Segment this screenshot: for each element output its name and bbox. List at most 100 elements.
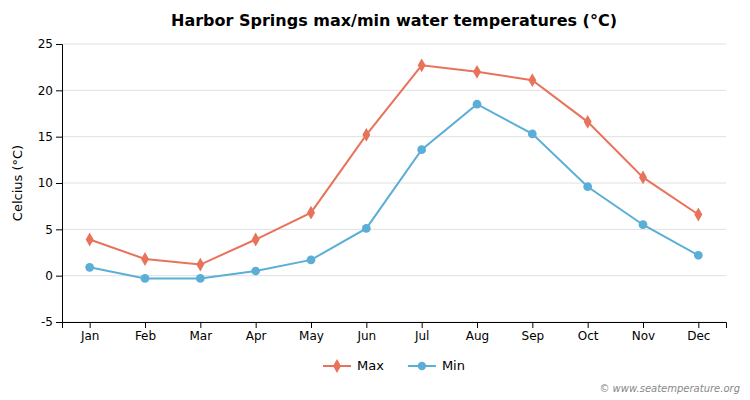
- x-tick: Jan: [80, 322, 100, 343]
- x-tick-mark: [477, 322, 478, 328]
- marker: [583, 182, 592, 191]
- x-tick-mark: [588, 322, 589, 328]
- y-tick-label: 10: [38, 176, 53, 190]
- marker: [639, 220, 648, 229]
- x-tick-label: Oct: [578, 329, 599, 343]
- y-tick-mark: [56, 229, 62, 230]
- legend: Max Min: [323, 358, 465, 373]
- y-tick-label: 20: [38, 84, 53, 98]
- x-tick-mark: [311, 322, 312, 328]
- y-axis-title: Celcius (°C): [10, 145, 25, 221]
- x-tick-label: Jun: [356, 329, 376, 343]
- x-tick-label: Apr: [246, 329, 267, 343]
- x-axis: Jan Feb Mar Apr May Jun Jul Aug Sep Oct Nov Dec: [63, 322, 727, 343]
- x-tick-mark: [643, 322, 644, 328]
- y-tick-mark: [56, 322, 62, 323]
- y-tick-mark: [56, 137, 62, 138]
- marker: [362, 128, 370, 142]
- x-tick: Jun: [356, 322, 376, 343]
- y-tick: 25: [38, 37, 62, 51]
- y-axis: -5 0 5 10 15 20 25: [38, 37, 63, 329]
- y-tick-label: -5: [41, 315, 53, 329]
- legend-marker: [418, 362, 426, 370]
- x-tick-label: May: [299, 329, 324, 343]
- x-tick: May: [299, 322, 324, 343]
- x-tick-mark: [200, 322, 201, 328]
- x-tick: Apr: [246, 322, 267, 343]
- marker: [528, 130, 537, 139]
- marker: [694, 208, 702, 222]
- x-tick: Oct: [578, 322, 599, 343]
- y-tick: 5: [45, 223, 62, 237]
- y-tick-label: 0: [45, 269, 53, 283]
- y-tick-mark: [56, 276, 62, 277]
- y-tick-mark: [56, 183, 62, 184]
- grid: [62, 44, 726, 322]
- plot: Jan Feb Mar Apr May Jun Jul Aug Sep Oct Nov Dec -5 0 5…: [38, 37, 727, 342]
- x-tick-label: Nov: [632, 329, 655, 343]
- x-tick-label: Sep: [522, 329, 545, 343]
- x-tick-mark: [145, 322, 146, 328]
- x-tick-mark: [532, 322, 533, 328]
- x-tick-mark: [698, 322, 699, 328]
- grid-line: [62, 44, 726, 45]
- y-tick: 15: [38, 130, 62, 144]
- series-markers: [86, 58, 703, 271]
- x-tick: Jul: [414, 322, 429, 343]
- series-line: [90, 65, 699, 264]
- x-tick-mark: [90, 322, 91, 328]
- y-tick: 10: [38, 176, 62, 190]
- y-tick-mark: [56, 44, 62, 45]
- x-tick-mark: [256, 322, 257, 328]
- marker: [362, 224, 371, 233]
- marker: [528, 73, 536, 87]
- x-axis-line: [63, 323, 727, 329]
- marker: [85, 263, 94, 272]
- marker: [417, 145, 426, 154]
- marker: [86, 233, 94, 247]
- x-tick-mark: [422, 322, 423, 328]
- series-group: [85, 58, 702, 282]
- series-line: [90, 104, 699, 278]
- y-tick-label: 15: [38, 130, 53, 144]
- title: Harbor Springs max/min water temperature…: [171, 11, 617, 30]
- legend-label: Max: [357, 358, 384, 373]
- marker: [584, 115, 592, 129]
- grid-line: [62, 90, 726, 91]
- marker: [196, 258, 204, 272]
- x-tick: Aug: [466, 322, 489, 343]
- x-tick-mark: [366, 322, 367, 328]
- marker: [307, 256, 316, 265]
- y-tick: -5: [41, 315, 62, 329]
- grid-line: [62, 183, 726, 184]
- marker: [639, 171, 647, 185]
- legend-item: Max: [323, 358, 384, 373]
- legend-marker: [333, 359, 341, 373]
- y-tick-mark: [56, 90, 62, 91]
- legend-label: Min: [442, 358, 465, 373]
- marker: [418, 58, 426, 72]
- chart: Jan Feb Mar Apr May Jun Jul Aug Sep Oct Nov Dec -5 0 5…: [0, 0, 750, 400]
- x-tick-label: Dec: [687, 329, 710, 343]
- x-tick-label: Jul: [414, 329, 429, 343]
- x-tick: Mar: [190, 322, 213, 343]
- x-tick-label: Feb: [135, 329, 156, 343]
- marker: [251, 267, 260, 276]
- x-tick: Sep: [522, 322, 545, 343]
- marker: [473, 100, 482, 109]
- marker: [694, 251, 703, 260]
- marker: [141, 274, 150, 283]
- grid-line: [62, 136, 726, 137]
- x-tick-label: Mar: [190, 329, 213, 343]
- x-tick: Feb: [135, 322, 156, 343]
- legend-item: Min: [408, 358, 465, 373]
- marker: [307, 206, 315, 220]
- series-markers: [85, 100, 702, 283]
- y-tick-label: 25: [38, 37, 53, 51]
- marker: [196, 274, 205, 283]
- y-tick-label: 5: [45, 223, 53, 237]
- annotation: © www.seatemperature.org: [599, 383, 740, 394]
- marker: [473, 65, 481, 79]
- x-tick: Nov: [632, 322, 655, 343]
- x-tick-label: Aug: [466, 329, 489, 343]
